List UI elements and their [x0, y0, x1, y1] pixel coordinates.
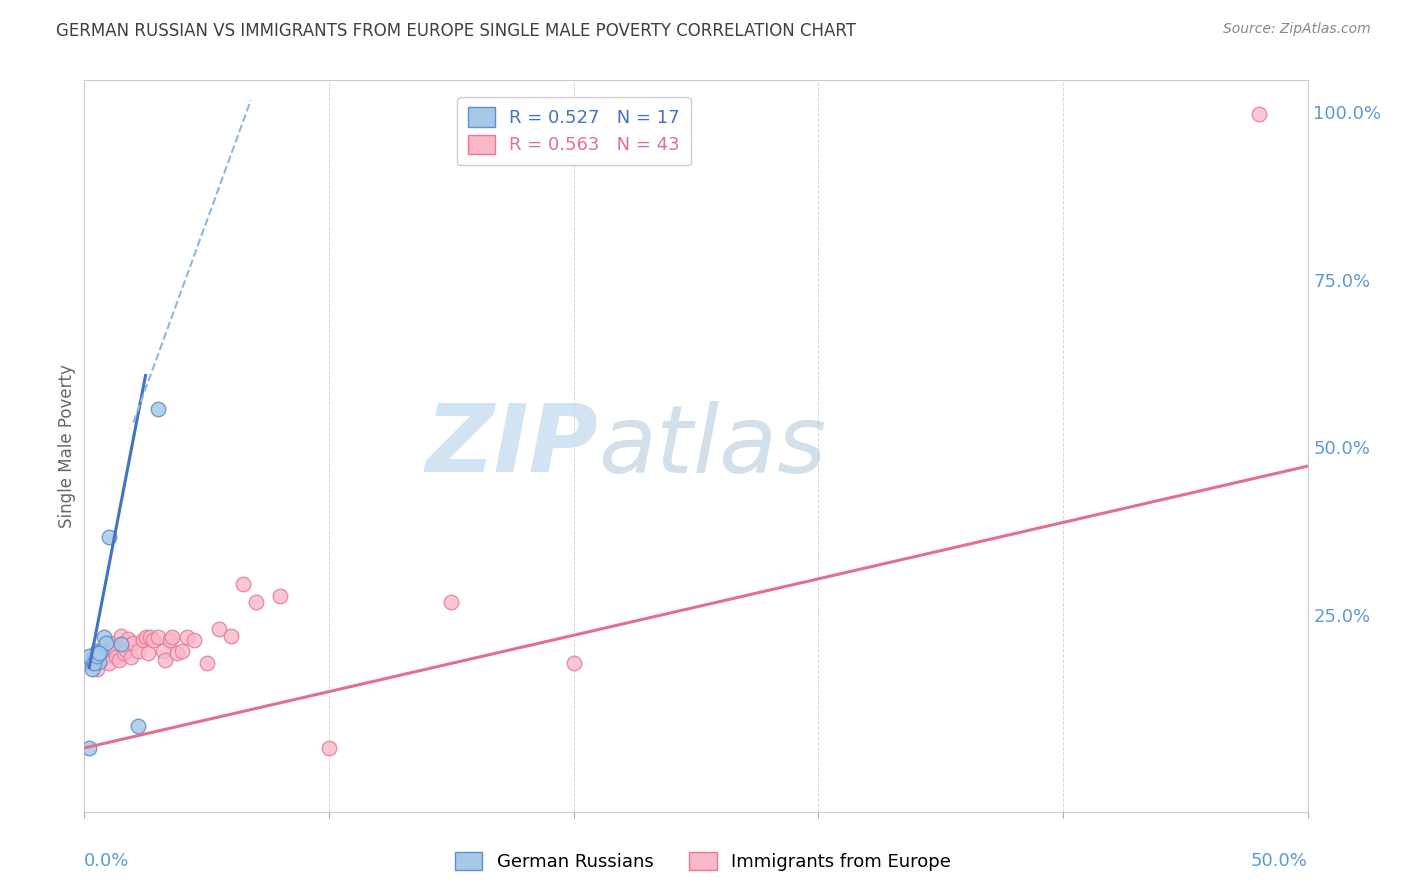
- Point: [96, 646, 118, 660]
- Legend: German Russians, Immigrants from Europe: German Russians, Immigrants from Europe: [449, 845, 957, 879]
- Point: [440, 595, 463, 609]
- Point: [318, 741, 340, 756]
- Point: [172, 643, 194, 657]
- Point: [87, 646, 110, 660]
- Point: [83, 656, 105, 670]
- Point: [219, 629, 242, 643]
- Point: [1247, 107, 1270, 121]
- Point: [83, 650, 105, 665]
- Point: [136, 646, 159, 660]
- Text: 0.0%: 0.0%: [84, 852, 129, 870]
- Text: GERMAN RUSSIAN VS IMMIGRANTS FROM EUROPE SINGLE MALE POVERTY CORRELATION CHART: GERMAN RUSSIAN VS IMMIGRANTS FROM EUROPE…: [56, 22, 856, 40]
- Point: [115, 643, 138, 657]
- Point: [183, 632, 205, 647]
- Text: 25.0%: 25.0%: [1313, 608, 1371, 626]
- Point: [139, 630, 162, 644]
- Text: 75.0%: 75.0%: [1313, 273, 1371, 291]
- Point: [208, 622, 231, 636]
- Point: [132, 632, 155, 647]
- Text: 50.0%: 50.0%: [1313, 441, 1369, 458]
- Text: atlas: atlas: [598, 401, 827, 491]
- Point: [110, 629, 132, 643]
- Legend: R = 0.527   N = 17, R = 0.563   N = 43: R = 0.527 N = 17, R = 0.563 N = 43: [457, 96, 690, 165]
- Point: [146, 402, 169, 417]
- Point: [153, 653, 176, 667]
- Point: [127, 643, 149, 657]
- Point: [152, 643, 174, 657]
- Point: [96, 635, 118, 649]
- Point: [112, 646, 135, 660]
- Point: [122, 636, 145, 650]
- Point: [93, 650, 115, 665]
- Point: [80, 663, 103, 677]
- Text: 50.0%: 50.0%: [1251, 852, 1308, 870]
- Point: [120, 649, 142, 664]
- Point: [97, 656, 120, 670]
- Point: [110, 637, 132, 651]
- Point: [87, 643, 110, 657]
- Point: [86, 663, 108, 677]
- Point: [93, 630, 115, 644]
- Point: [142, 632, 165, 647]
- Point: [176, 630, 198, 644]
- Point: [87, 655, 110, 669]
- Point: [97, 530, 120, 544]
- Text: 100.0%: 100.0%: [1313, 105, 1381, 123]
- Point: [162, 630, 184, 644]
- Point: [232, 576, 254, 591]
- Point: [117, 632, 139, 647]
- Point: [159, 632, 181, 647]
- Point: [80, 657, 103, 671]
- Point: [245, 595, 267, 609]
- Point: [195, 656, 218, 670]
- Point: [103, 642, 125, 657]
- Point: [86, 648, 108, 663]
- Point: [107, 653, 129, 667]
- Text: ZIP: ZIP: [425, 400, 598, 492]
- Point: [166, 646, 188, 660]
- Point: [146, 630, 169, 644]
- Point: [562, 656, 585, 670]
- Text: Source: ZipAtlas.com: Source: ZipAtlas.com: [1223, 22, 1371, 37]
- Point: [77, 741, 100, 756]
- Point: [105, 649, 128, 664]
- Point: [135, 630, 157, 644]
- Point: [77, 648, 100, 663]
- Point: [90, 653, 112, 667]
- Point: [100, 635, 122, 649]
- Point: [127, 719, 149, 733]
- Point: [86, 643, 108, 657]
- Point: [80, 654, 103, 668]
- Y-axis label: Single Male Poverty: Single Male Poverty: [58, 364, 76, 528]
- Point: [269, 589, 291, 603]
- Point: [90, 643, 112, 657]
- Point: [83, 650, 105, 665]
